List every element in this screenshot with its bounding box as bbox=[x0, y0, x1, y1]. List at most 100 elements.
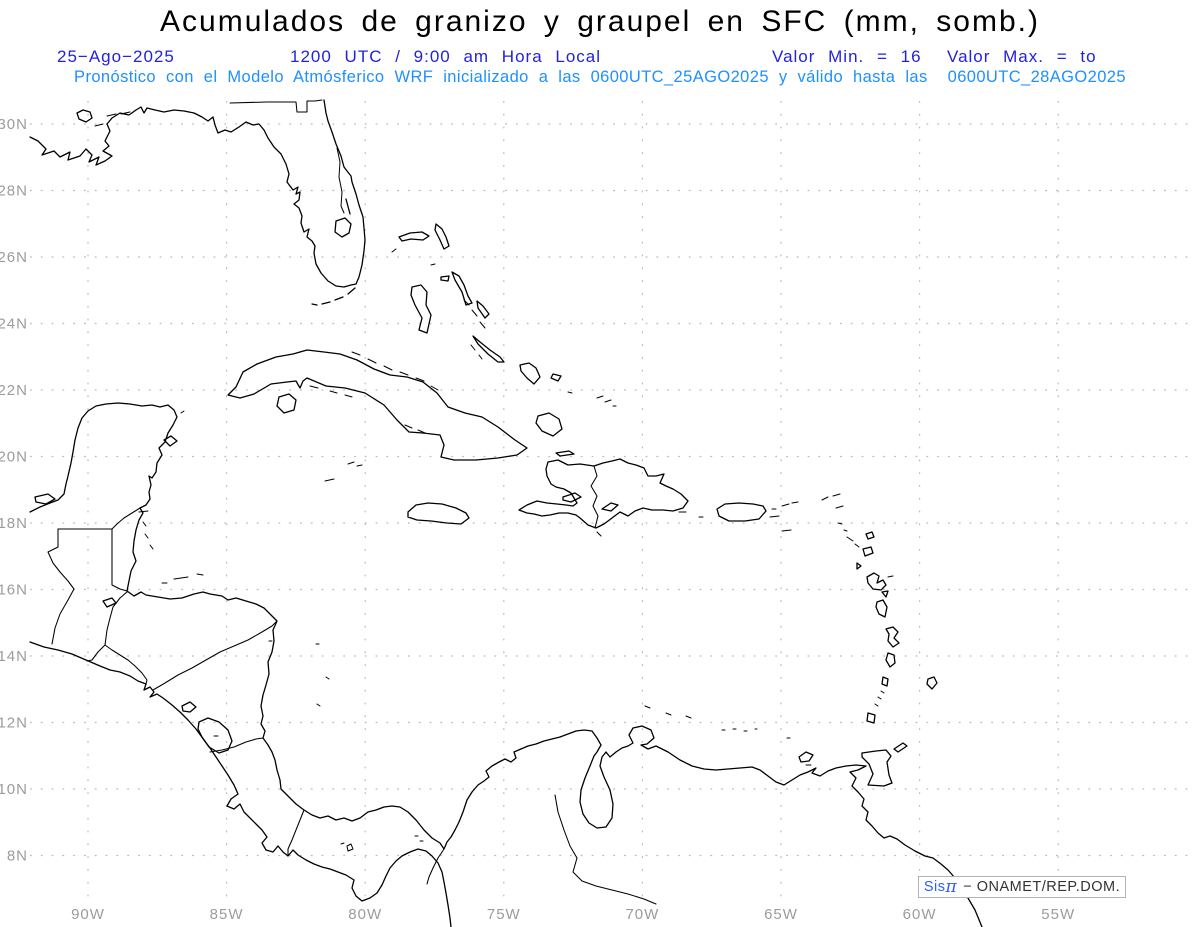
lon-tick-label: 70W bbox=[625, 906, 659, 923]
crooked-acklins-islands bbox=[519, 362, 541, 385]
lake-pontchartrain bbox=[76, 109, 93, 123]
dominica-island bbox=[875, 599, 888, 618]
aruba-curacao-bonaire bbox=[644, 705, 692, 719]
pi-icon: π bbox=[945, 876, 958, 897]
desirade-island bbox=[887, 575, 894, 578]
tortuga-island bbox=[555, 450, 575, 457]
min-max-values: Valor Min. = 16 Valor Max. = to bbox=[772, 47, 1097, 66]
great-inagua-island bbox=[535, 412, 563, 437]
little-inagua bbox=[567, 391, 573, 394]
isle-of-youth bbox=[276, 393, 297, 414]
onamet-label: − ONAMET/REP.DOM. bbox=[963, 879, 1121, 895]
lake-managua bbox=[181, 701, 197, 713]
lat-tick-label: 10N bbox=[0, 781, 28, 798]
gonave-island bbox=[562, 492, 582, 503]
sispi-brand-label: Sis bbox=[923, 879, 946, 895]
coastline-gulf-florida bbox=[29, 99, 366, 288]
lon-tick-label: 65W bbox=[764, 906, 798, 923]
lat-tick-label: 8N bbox=[7, 848, 28, 865]
lat-tick-label: 26N bbox=[0, 249, 28, 266]
lat-tick-label: 30N bbox=[0, 116, 28, 133]
virgin-islands bbox=[781, 501, 799, 532]
long-island-bahamas bbox=[472, 335, 505, 363]
forecast-time: 1200 UTC / 9:00 am Hora Local bbox=[290, 47, 602, 66]
lat-tick-label: 20N bbox=[0, 449, 28, 466]
honduras-bay-islands bbox=[161, 573, 204, 584]
mayaguana-island bbox=[550, 373, 562, 382]
coastline-cuba bbox=[227, 349, 528, 461]
san-andres-providencia bbox=[268, 640, 330, 707]
lat-tick-label: 14N bbox=[0, 648, 28, 665]
border-florida-georgia bbox=[229, 99, 323, 113]
border-nicaragua-costa-rica bbox=[209, 737, 264, 753]
coastline-mainland-caribbean bbox=[29, 402, 983, 927]
border-colombia-venezuela bbox=[554, 794, 657, 905]
lon-tick-label: 60W bbox=[903, 906, 937, 923]
coastlines-group bbox=[29, 99, 983, 927]
antigua-island bbox=[862, 546, 874, 557]
new-providence-island bbox=[440, 275, 450, 282]
lat-tick-label: 12N bbox=[0, 715, 28, 732]
lat-tick-label: 28N bbox=[0, 183, 28, 200]
model-init-line: Pronóstico con el Modelo Atmósferico WRF… bbox=[74, 68, 1126, 86]
bimini-berry-islands bbox=[391, 248, 436, 266]
margarita-island bbox=[798, 751, 814, 763]
montserrat-island bbox=[856, 562, 862, 570]
barbuda-island bbox=[865, 531, 875, 540]
coastline-jamaica bbox=[407, 502, 470, 525]
mona-vieques-culebra bbox=[698, 508, 780, 518]
barbados-island bbox=[926, 676, 938, 690]
coiba-islands bbox=[340, 842, 354, 852]
border-mexico-guatemala-west bbox=[47, 528, 75, 645]
sispi-watermark: Sis π − ONAMET/REP.DOM. bbox=[918, 876, 1126, 898]
border-costa-rica-panama bbox=[287, 809, 305, 857]
martinique-island bbox=[885, 626, 900, 648]
grand-bahama-island bbox=[398, 231, 430, 242]
lon-tick-label: 85W bbox=[210, 906, 244, 923]
grenada-island bbox=[866, 712, 876, 724]
coastline-hispaniola bbox=[518, 458, 689, 529]
lake-nicaragua bbox=[197, 717, 233, 754]
lake-okeechobee bbox=[334, 217, 352, 238]
belize-cays bbox=[138, 510, 154, 550]
border-panama-colombia bbox=[426, 848, 445, 885]
border-honduras-nicaragua bbox=[152, 620, 278, 691]
saona-beata-islands bbox=[596, 511, 687, 537]
border-el-salvador-honduras bbox=[104, 644, 148, 685]
lon-tick-label: 80W bbox=[348, 906, 382, 923]
pearl-islands bbox=[414, 835, 424, 842]
trinidad-island bbox=[861, 749, 893, 787]
page-title: Acumulados de granizo y graupel en SFC (… bbox=[160, 5, 1040, 38]
cuba-north-cays bbox=[351, 351, 439, 391]
border-guatemala-belize bbox=[111, 528, 128, 592]
ragged-cays bbox=[470, 344, 483, 360]
florida-keys bbox=[311, 287, 356, 306]
lake-enriquillo bbox=[601, 502, 619, 512]
guadeloupe-island bbox=[866, 572, 887, 591]
st-lucia-island bbox=[885, 652, 896, 668]
terminos-lagoon-island bbox=[34, 493, 56, 505]
lon-tick-label: 90W bbox=[71, 906, 105, 923]
border-guatemala-el-salvador bbox=[86, 644, 106, 662]
lon-tick-label: 55W bbox=[1041, 906, 1075, 923]
lat-tick-label: 16N bbox=[0, 582, 28, 599]
venezuelan-cays bbox=[721, 728, 791, 739]
coastline-puerto-rico bbox=[716, 502, 767, 522]
forecast-date: 25−Ago−2025 bbox=[57, 47, 175, 66]
lake-izabal bbox=[102, 597, 117, 608]
cayman-islands bbox=[324, 461, 363, 482]
border-guatemala-honduras bbox=[104, 591, 128, 646]
andros-island bbox=[410, 284, 432, 334]
eleuthera-island bbox=[451, 271, 473, 306]
lon-tick-label: 75W bbox=[487, 906, 521, 923]
cuba-south-cays bbox=[309, 385, 426, 434]
coastline-pacific bbox=[29, 641, 452, 927]
turks-caicos-islands bbox=[596, 395, 617, 407]
marie-galante-island bbox=[881, 590, 889, 598]
lat-tick-label: 22N bbox=[0, 382, 28, 399]
border-haiti-dominican-republic bbox=[590, 465, 599, 529]
leeward-islands-north bbox=[821, 493, 860, 548]
exuma-cays bbox=[463, 299, 486, 329]
